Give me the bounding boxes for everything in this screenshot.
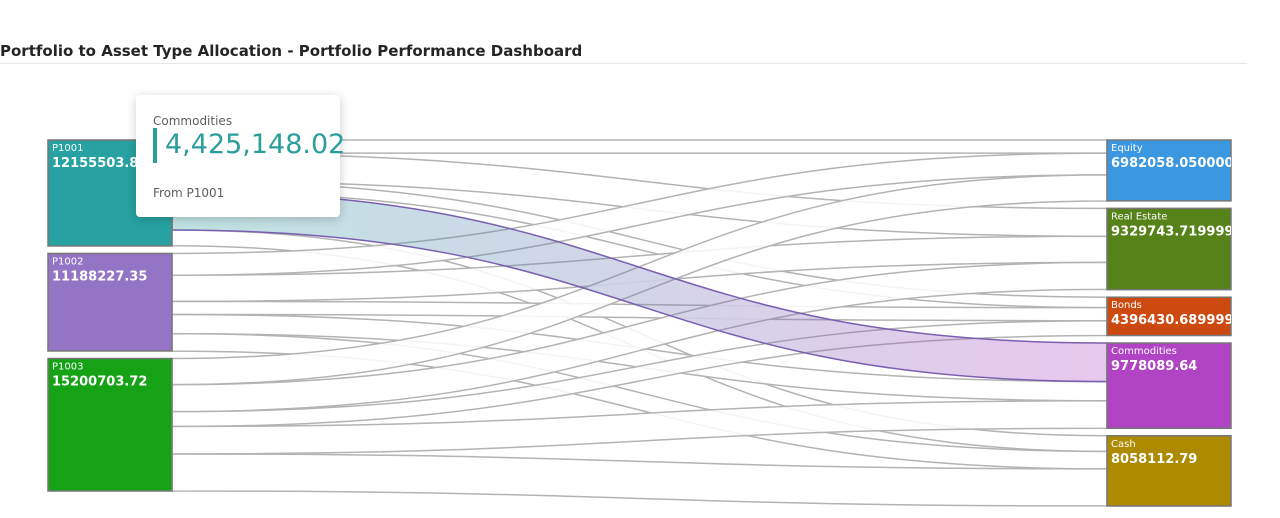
- node-value: 4396430.689999999: [1111, 313, 1261, 328]
- node-value: 9329743.719999999: [1111, 224, 1261, 239]
- node: [1106, 435, 1232, 507]
- node-name: Real Estate: [1111, 211, 1167, 222]
- node-name: P1001: [52, 143, 83, 154]
- node: [1106, 139, 1232, 202]
- chart-title: Portfolio to Asset Type Allocation - Por…: [0, 42, 583, 60]
- node-value: 8058112.79: [1111, 452, 1197, 467]
- node-value: 9778089.64: [1111, 359, 1197, 374]
- tooltip-note: From P1001: [153, 186, 225, 200]
- node-labels: P1003 15200703.72: [52, 361, 147, 389]
- node-labels: P1002 11188227.35: [52, 256, 147, 284]
- node-labels: Commodities 9778089.64: [1111, 346, 1197, 374]
- tooltip-value: 4,425,148.02: [165, 129, 346, 160]
- node: [47, 252, 173, 352]
- node-value: 11188227.35: [52, 269, 147, 284]
- node-labels: Cash 8058112.79: [1111, 439, 1197, 467]
- tooltip-accent: [153, 128, 157, 163]
- node-value: 15200703.72: [52, 374, 147, 389]
- node: [1106, 342, 1232, 430]
- tooltip: Commodities 4,425,148.02 From P1001: [136, 95, 345, 217]
- node: [1106, 296, 1232, 337]
- node-labels: P1001 12155503.82: [52, 143, 147, 171]
- node-name: Commodities: [1111, 346, 1177, 357]
- node-value: 6982058.050000001: [1111, 156, 1261, 171]
- node-labels: Bonds 4396430.689999999: [1111, 300, 1261, 328]
- node-labels: Equity 6982058.050000001: [1111, 143, 1261, 171]
- node-name: Bonds: [1111, 300, 1142, 311]
- node: [1106, 207, 1232, 291]
- node-name: P1002: [52, 256, 83, 267]
- title-rule: [0, 63, 1247, 64]
- node: [47, 357, 173, 492]
- node-name: P1003: [52, 361, 83, 372]
- node-name: Cash: [1111, 439, 1136, 450]
- node-labels: Real Estate 9329743.719999999: [1111, 211, 1261, 239]
- node-value: 12155503.82: [52, 156, 147, 171]
- tooltip-title: Commodities: [153, 114, 233, 128]
- node-name: Equity: [1111, 143, 1143, 154]
